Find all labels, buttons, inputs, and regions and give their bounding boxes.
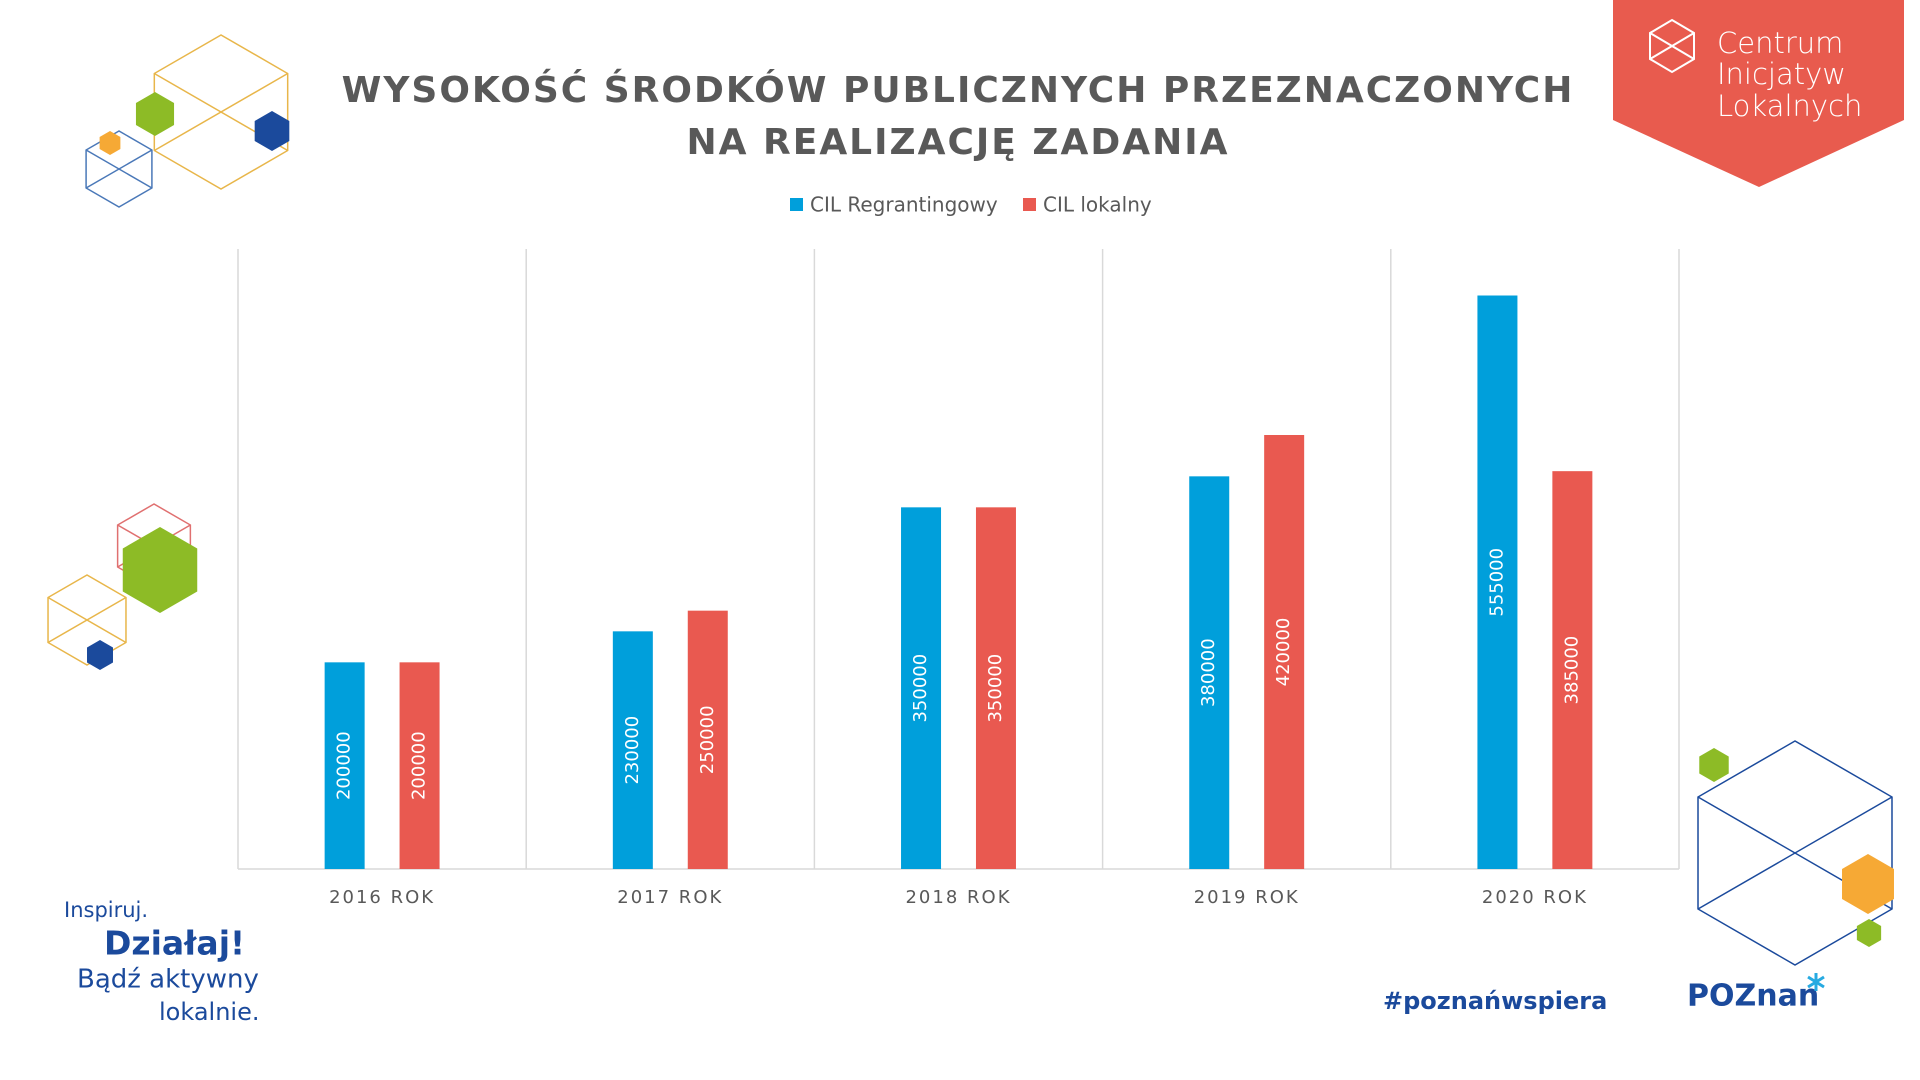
logo-icon: [1649, 18, 1695, 74]
bar: [1189, 476, 1230, 869]
value-label: 380000: [1198, 638, 1219, 707]
city-logo: POZnan: [1687, 979, 1819, 1014]
decor-hexagon: [99, 131, 121, 155]
value-label: 385000: [1561, 636, 1582, 705]
decor-line: [85, 149, 153, 189]
logo-badge: [1613, 0, 1904, 187]
logo-text: Inicjatyw: [1717, 57, 1846, 91]
value-label: 555000: [1486, 548, 1507, 617]
x-tick-label: 2020 ROK: [1482, 887, 1588, 908]
logo-text: Lokalnych: [1717, 89, 1862, 123]
bar: [1552, 471, 1593, 869]
chart-title: WYSOKOŚĆ ŚRODKÓW PUBLICZNYCH PRZEZNACZON…: [342, 69, 1575, 111]
legend-swatch: [790, 198, 803, 211]
decor-line: [153, 72, 289, 152]
bar: [1264, 435, 1305, 869]
value-label: 200000: [334, 731, 355, 800]
value-label: 200000: [409, 731, 430, 800]
value-label: 230000: [622, 716, 643, 785]
bar: [1477, 295, 1518, 869]
slogan: lokalnie.: [159, 998, 259, 1026]
decor-hexagon: [1842, 854, 1894, 914]
x-tick-label: 2016 ROK: [329, 887, 435, 908]
bar: [975, 507, 1016, 869]
bar: [612, 631, 653, 869]
bar: [687, 610, 728, 869]
bar: [399, 662, 440, 869]
legend-swatch: [1023, 198, 1036, 211]
decor-hexagon: [87, 640, 113, 670]
decor-hexagon: [135, 92, 175, 136]
decor-line: [47, 596, 127, 644]
logo-text: Centrum: [1717, 26, 1843, 60]
bar: [901, 507, 942, 869]
value-label: 350000: [985, 654, 1006, 723]
x-tick-label: 2018 ROK: [905, 887, 1011, 908]
slogan: Bądź aktywny: [77, 965, 259, 995]
x-tick-label: 2019 ROK: [1194, 887, 1300, 908]
chart-title: NA REALIZACJĘ ZADANIA: [686, 122, 1229, 163]
slogan: Działaj!: [104, 924, 245, 963]
decor-hexagon: [1699, 748, 1729, 782]
value-label: 420000: [1273, 618, 1294, 687]
legend-label: CIL Regrantingowy: [810, 193, 998, 217]
value-label: 350000: [910, 654, 931, 723]
x-tick-label: 2017 ROK: [617, 887, 723, 908]
decor-hexagon: [254, 111, 290, 151]
decor-hexagon: [122, 527, 198, 613]
legend-label: CIL lokalny: [1043, 193, 1152, 217]
slogan: Inspiruj.: [64, 898, 148, 922]
decor-hexagon: [1856, 919, 1882, 947]
city-logo-star: [1807, 973, 1825, 991]
bar: [324, 662, 365, 869]
decor-line: [1697, 796, 1893, 910]
hashtag: #poznańwspiera: [1383, 987, 1607, 1015]
value-label: 250000: [697, 705, 718, 774]
